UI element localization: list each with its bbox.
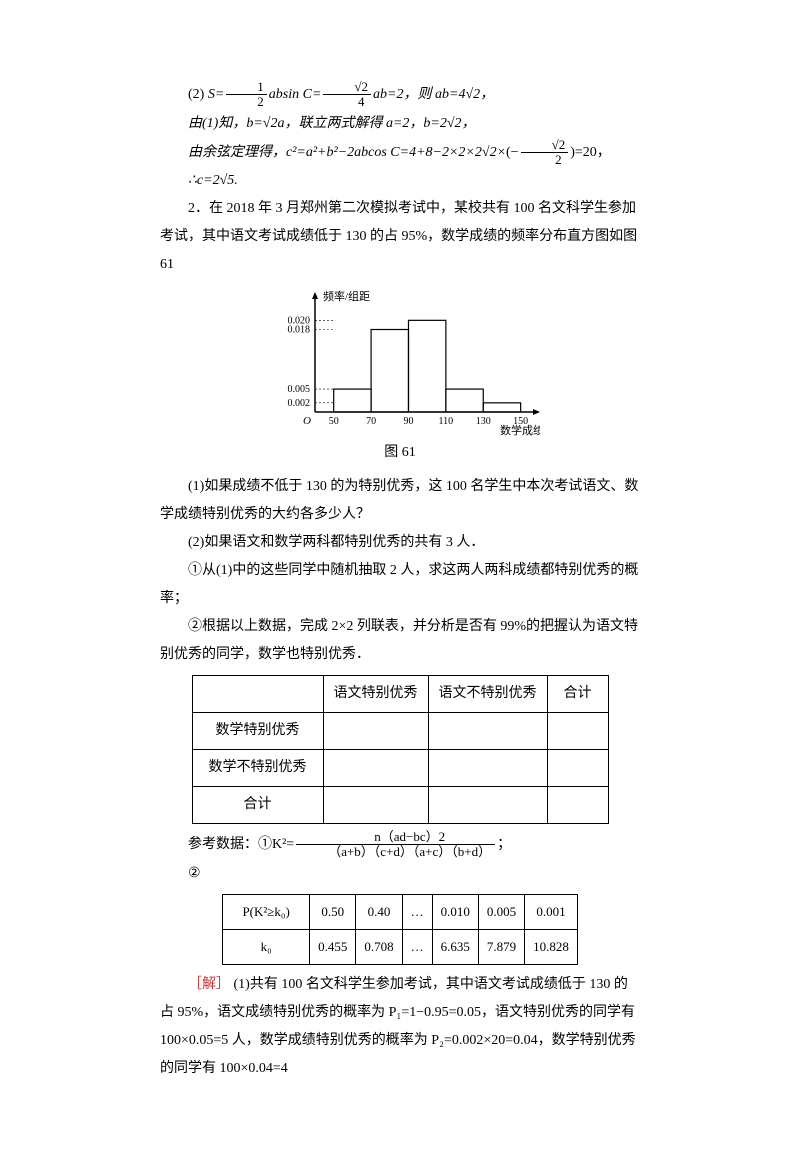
- figure-caption: 图 61: [160, 439, 640, 467]
- svg-text:110: 110: [439, 416, 454, 427]
- svg-text:130: 130: [476, 416, 491, 427]
- t1-h2: 语文不特别优秀: [428, 676, 547, 713]
- t2-r1c4: 6.635: [432, 929, 478, 964]
- svg-text:0.018: 0.018: [288, 325, 311, 336]
- svg-text:70: 70: [366, 416, 376, 427]
- line-1: (2) S=12absin C=√24ab=2，则 ab=4√2，: [160, 80, 640, 110]
- q1: (1)如果成绩不低于 130 的为特别优秀，这 100 名学生中本次考试语文、数…: [160, 473, 640, 529]
- reference-formula: 参考数据：①K²=n（ad−bc）2（a+b）（c+d）（a+c）（b+d）；: [160, 830, 640, 860]
- line-2: 由(1)知，b=√2a，联立两式解得 a=2，b=2√2，: [160, 110, 640, 138]
- t1-h1: 语文特别优秀: [323, 676, 428, 713]
- t2-r1c3: …: [402, 929, 432, 964]
- histogram-svg: 频率/组距数学成绩0.0200.0180.0050.002O5070901101…: [260, 287, 540, 437]
- t1-r2: 合计: [192, 787, 323, 824]
- line-4: ∴c=2√5.: [160, 167, 640, 195]
- t1-r0: 数学特别优秀: [192, 713, 323, 750]
- t2-r1c5: 7.879: [478, 929, 524, 964]
- t1-h0: [192, 676, 323, 713]
- svg-text:0.005: 0.005: [288, 384, 311, 395]
- svg-text:O: O: [303, 415, 311, 427]
- svg-text:频率/组距: 频率/组距: [323, 289, 370, 303]
- reference-2: ②: [160, 860, 640, 888]
- q2: (2)如果语文和数学两科都特别优秀的共有 3 人．: [160, 529, 640, 557]
- t2-r1c2: 0.708: [356, 929, 402, 964]
- svg-text:0.002: 0.002: [288, 398, 311, 409]
- critical-value-table: P(K²≥k₀) 0.50 0.40 … 0.010 0.005 0.001 k…: [222, 894, 578, 965]
- t2-r1c0: k₀: [223, 929, 310, 964]
- t2-r0c3: …: [402, 894, 432, 929]
- t2-r1c1: 0.455: [310, 929, 356, 964]
- t2-r0c2: 0.40: [356, 894, 402, 929]
- t2-r0c6: 0.001: [525, 894, 578, 929]
- t2-r0c4: 0.010: [432, 894, 478, 929]
- t2-r0c5: 0.005: [478, 894, 524, 929]
- t1-r1: 数学不特别优秀: [192, 750, 323, 787]
- q2-1: ①从(1)中的这些同学中随机抽取 2 人，求这两人两科成绩都特别优秀的概率；: [160, 557, 640, 613]
- q2-2: ②根据以上数据，完成 2×2 列联表，并分析是否有 99%的把握认为语文特别优秀…: [160, 613, 640, 669]
- solution-label: ［解］: [188, 977, 230, 992]
- t2-r0c0: P(K²≥k₀): [223, 894, 310, 929]
- svg-text:150: 150: [513, 416, 528, 427]
- svg-text:90: 90: [403, 416, 413, 427]
- t2-r1c6: 10.828: [525, 929, 578, 964]
- t1-h3: 合计: [547, 676, 608, 713]
- line-3: 由余弦定理得，c²=a²+b²−2abcos C=4+8−2×2×2√2×(−√…: [160, 138, 640, 168]
- solution: ［解］ (1)共有 100 名文科学生参加考试，其中语文考试成绩低于 130 的…: [160, 971, 640, 1083]
- svg-text:50: 50: [329, 416, 339, 427]
- t2-r0c1: 0.50: [310, 894, 356, 929]
- problem-2: 2．在 2018 年 3 月郑州第二次模拟考试中，某校共有 100 名文科学生参…: [160, 195, 640, 279]
- histogram-figure: 频率/组距数学成绩0.0200.0180.0050.002O5070901101…: [160, 287, 640, 437]
- contingency-table: 语文特别优秀 语文不特别优秀 合计 数学特别优秀 数学不特别优秀 合计: [192, 675, 609, 824]
